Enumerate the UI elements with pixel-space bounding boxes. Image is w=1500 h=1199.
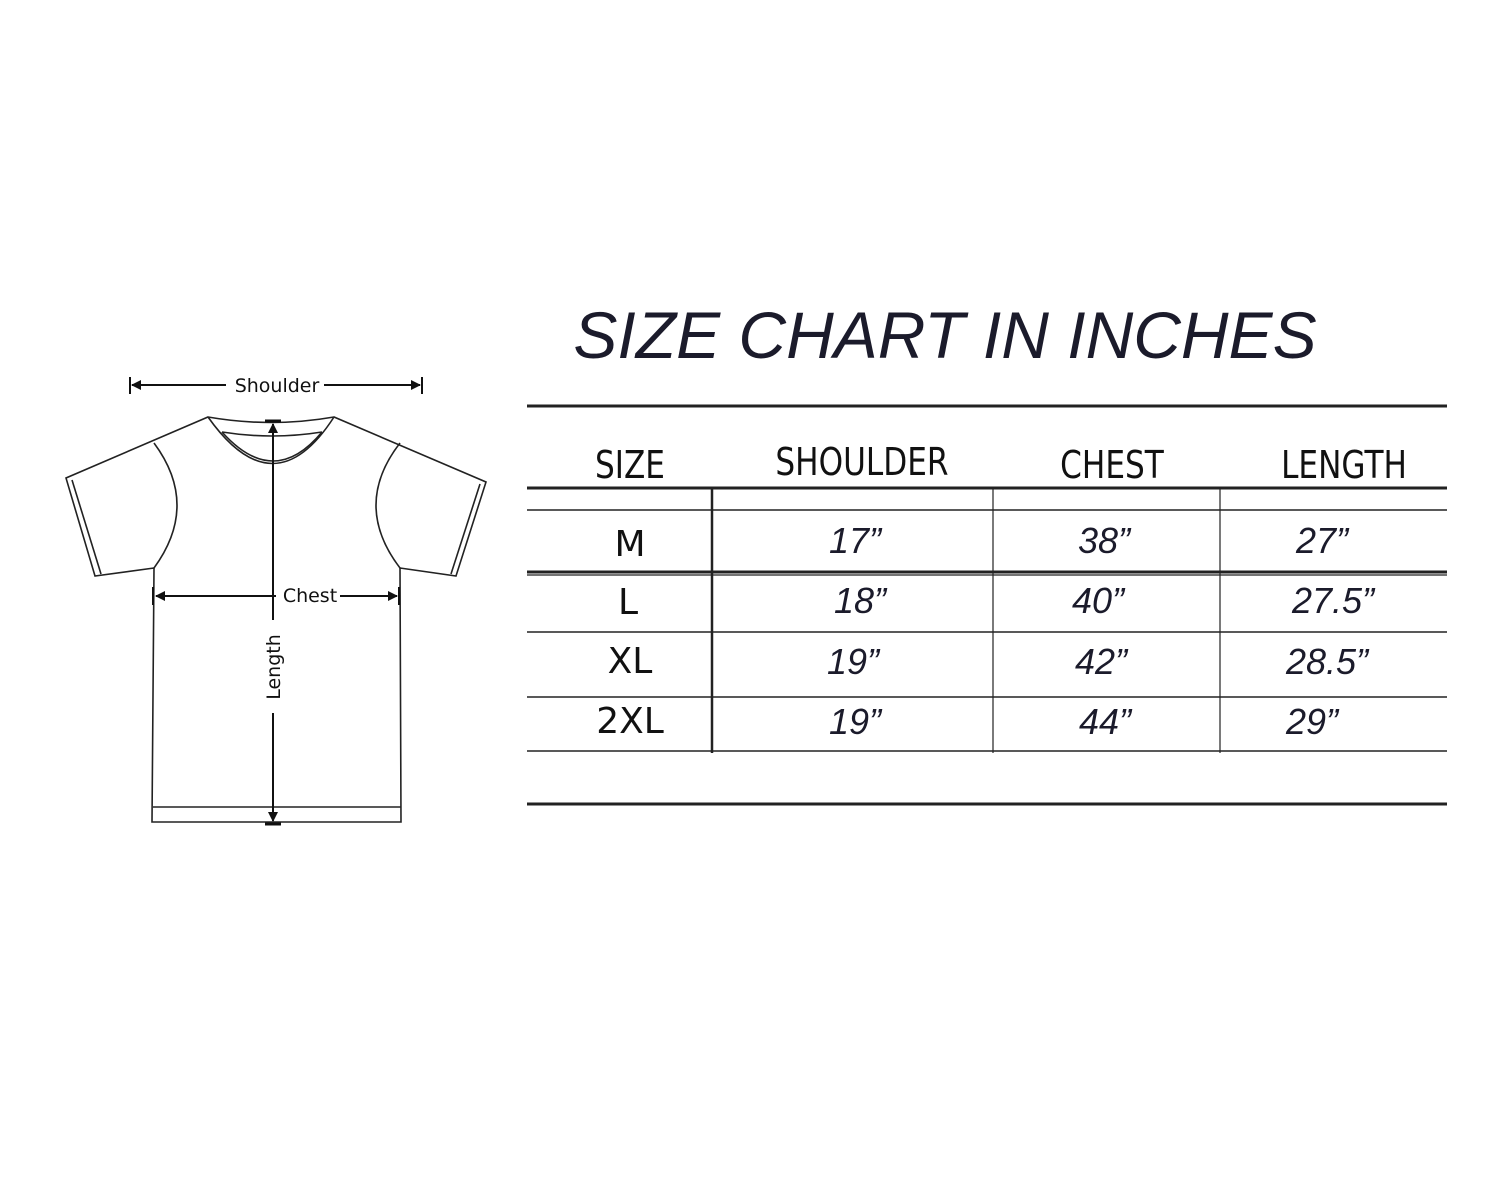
right-armhole — [375, 442, 401, 569]
left-sleeve-hem — [71, 479, 102, 575]
length-cell: 28.5” — [1285, 641, 1370, 682]
tshirt-diagram — [65, 416, 487, 823]
chest-cell: 40” — [1072, 580, 1126, 621]
size-cell: 2XL — [596, 701, 664, 742]
size-table-grid — [527, 404, 1447, 806]
size-cell: XL — [608, 641, 653, 682]
header-size: SIZE — [595, 444, 665, 488]
left-armhole — [153, 442, 178, 569]
length-cell: 27.5” — [1291, 580, 1376, 621]
header-shoulder: SHOULDER — [775, 441, 948, 485]
size-cell: M — [614, 524, 645, 565]
table-row: XL 19” 42” 28.5” — [608, 641, 1370, 682]
length-measure — [265, 419, 281, 826]
length-cell: 29” — [1285, 701, 1340, 742]
shoulder-cell: 19” — [829, 701, 883, 742]
header-length: LENGTH — [1281, 444, 1407, 488]
chest-cell: 38” — [1078, 520, 1132, 561]
shoulder-cell: 17” — [829, 520, 883, 561]
tshirt-outline — [65, 416, 487, 823]
table-row: L 18” 40” 27.5” — [618, 580, 1376, 623]
table-row: 2XL 19” 44” 29” — [596, 701, 1340, 742]
shoulder-cell: 18” — [834, 580, 888, 621]
size-cell: L — [618, 582, 638, 623]
right-sleeve-hem — [450, 483, 481, 575]
length-cell: 27” — [1295, 520, 1350, 561]
header-chest: CHEST — [1060, 444, 1164, 488]
length-label: Length — [263, 634, 285, 700]
shoulder-measure — [129, 377, 423, 394]
chest-measure — [152, 587, 400, 605]
chart-title: SIZE CHART IN INCHES — [573, 298, 1316, 372]
chest-cell: 44” — [1079, 701, 1133, 742]
shoulder-cell: 19” — [827, 641, 881, 682]
table-header: SIZE SHOULDER CHEST LENGTH — [595, 441, 1407, 488]
chest-label: Chest — [283, 585, 337, 607]
shoulder-label: Shoulder — [235, 375, 320, 397]
chest-cell: 42” — [1075, 641, 1129, 682]
table-row: M 17” 38” 27” — [614, 520, 1350, 565]
